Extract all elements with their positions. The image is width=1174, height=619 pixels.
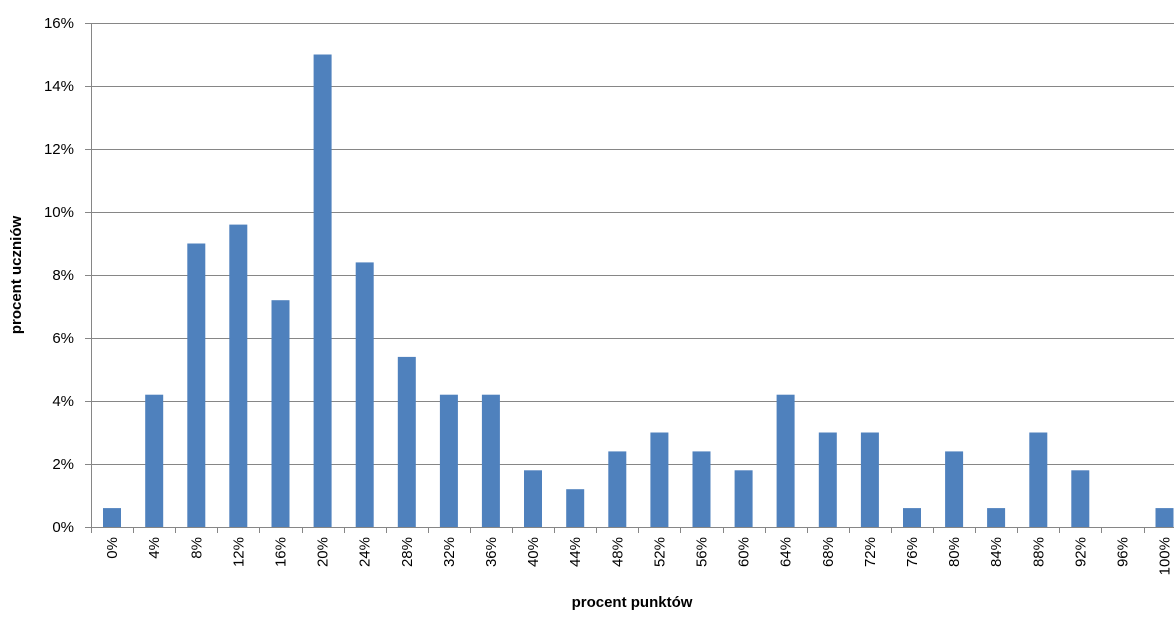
x-tick-label: 72% bbox=[862, 537, 879, 567]
x-axis-title: procent punktów bbox=[572, 594, 693, 611]
x-tick-label: 60% bbox=[736, 537, 753, 567]
x-tick-label: 24% bbox=[357, 537, 374, 567]
bar-56pct bbox=[692, 451, 711, 527]
y-tick-label: 8% bbox=[52, 267, 74, 284]
y-tick-label: 10% bbox=[44, 204, 74, 221]
y-tick-label: 14% bbox=[44, 78, 74, 95]
bar-52pct bbox=[650, 432, 669, 527]
x-tick-label: 64% bbox=[778, 537, 795, 567]
x-tick-label: 96% bbox=[1115, 537, 1132, 567]
x-tick-label: 52% bbox=[651, 537, 668, 567]
x-tick-label: 76% bbox=[904, 537, 921, 567]
y-tick-labels: 0% 2% 4% 6% 8% 10% 12% 14% 16% bbox=[44, 15, 74, 536]
bar-76pct bbox=[903, 508, 921, 527]
x-tick-label: 40% bbox=[525, 537, 542, 567]
y-tick-label: 16% bbox=[44, 15, 74, 32]
bar-80pct bbox=[945, 451, 964, 527]
x-tick-label: 88% bbox=[1030, 537, 1047, 567]
x-tick-label: 16% bbox=[273, 537, 290, 567]
bar-60pct bbox=[734, 470, 753, 527]
y-tick-label: 2% bbox=[52, 456, 74, 473]
x-tick-label: 8% bbox=[188, 537, 205, 559]
x-tick-label: 36% bbox=[483, 537, 500, 567]
bars bbox=[103, 54, 1174, 527]
x-tick-label: 44% bbox=[567, 537, 584, 567]
x-tick-label: 68% bbox=[820, 537, 837, 567]
x-tick-label: 0% bbox=[104, 537, 121, 559]
bar-72pct bbox=[860, 432, 879, 527]
x-tick-label: 32% bbox=[441, 537, 458, 567]
x-tick-label: 20% bbox=[315, 537, 332, 567]
bar-64pct bbox=[776, 394, 795, 527]
bar-12pct bbox=[229, 224, 248, 527]
x-tick-label: 48% bbox=[609, 537, 626, 567]
bar-84pct bbox=[987, 508, 1006, 527]
bar-32pct bbox=[439, 394, 458, 527]
y-tick-label: 4% bbox=[52, 393, 74, 410]
x-tick-label: 92% bbox=[1072, 537, 1089, 567]
bar-0pct bbox=[103, 508, 121, 527]
x-tick-label: 84% bbox=[988, 537, 1005, 567]
y-tick-label: 6% bbox=[52, 330, 74, 347]
bar-4pct bbox=[145, 394, 164, 527]
x-tick-label: 100% bbox=[1157, 537, 1174, 575]
x-tick-label: 80% bbox=[946, 537, 963, 567]
bar-68pct bbox=[818, 432, 837, 527]
x-tick-label: 28% bbox=[399, 537, 416, 567]
bar-40pct bbox=[524, 470, 542, 527]
bar-16pct bbox=[271, 300, 290, 527]
x-tick-label: 56% bbox=[694, 537, 711, 567]
bar-8pct bbox=[187, 243, 206, 527]
bar-20pct bbox=[313, 54, 332, 527]
bar-44pct bbox=[566, 489, 585, 527]
bar-24pct bbox=[355, 262, 374, 527]
x-tick-label: 4% bbox=[146, 537, 163, 559]
bar-36pct bbox=[481, 394, 500, 527]
x-tick-labels: 0% 4% 8% 12% 16% 20% 24% 28% 32% 36% 40% 44% 48% 52% 5… bbox=[104, 537, 1174, 575]
bar-28pct bbox=[397, 356, 416, 527]
bar-88pct bbox=[1029, 432, 1048, 527]
y-tick-label: 0% bbox=[52, 519, 74, 536]
y-tick-label: 12% bbox=[44, 141, 74, 158]
bar-48pct bbox=[608, 451, 627, 527]
gridlines bbox=[91, 23, 1174, 465]
y-axis-title: procent uczniów bbox=[8, 216, 25, 335]
x-tick-label: 12% bbox=[230, 537, 247, 567]
bar-92pct bbox=[1071, 470, 1090, 527]
bar-100pct bbox=[1155, 508, 1174, 527]
axes bbox=[85, 23, 1174, 533]
